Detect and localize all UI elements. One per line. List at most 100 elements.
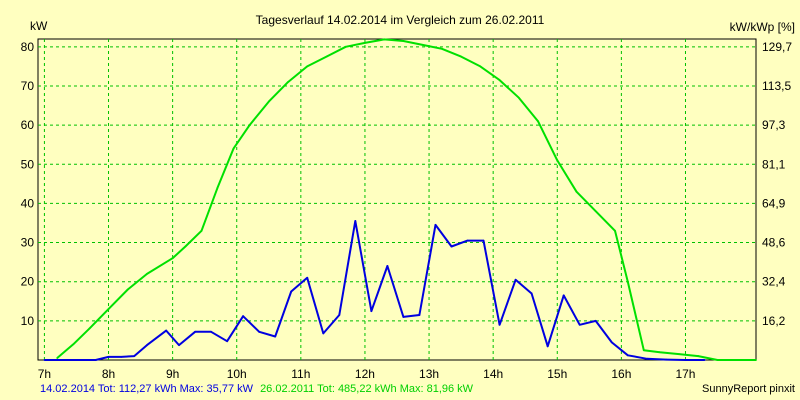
- data-point: [684, 359, 687, 361]
- data-point: [242, 315, 245, 318]
- data-point: [165, 329, 168, 332]
- data-point: [210, 330, 212, 333]
- data-point: [402, 316, 405, 318]
- data-point: [226, 340, 229, 343]
- data-point: [184, 245, 187, 248]
- data-point: [434, 224, 437, 226]
- y-tick-left: 70: [21, 79, 35, 93]
- data-point: [344, 45, 347, 48]
- y-tick-right: 129,7: [762, 40, 792, 54]
- series-layer: [43, 38, 757, 361]
- data-point: [107, 308, 110, 311]
- data-point: [120, 355, 123, 358]
- data-point: [194, 330, 196, 333]
- legend-green-series: 26.02.2011 Tot: 485,22 kWh Max: 81,96 kW: [260, 383, 474, 395]
- data-point: [267, 100, 270, 103]
- y-tick-left: 20: [21, 275, 35, 289]
- data-point: [43, 359, 46, 361]
- y-axis-label-left: kW: [30, 19, 48, 33]
- data-point: [594, 319, 597, 322]
- data-point: [364, 42, 366, 44]
- data-point: [216, 186, 219, 189]
- y-tick-left: 50: [21, 157, 35, 171]
- data-point: [354, 220, 357, 222]
- data-point: [171, 257, 174, 260]
- data-point: [537, 120, 539, 123]
- x-tick: 7h: [38, 367, 51, 381]
- data-point: [665, 358, 668, 361]
- x-tick: 15h: [547, 367, 567, 381]
- data-point: [290, 290, 293, 293]
- data-point: [306, 65, 309, 68]
- y-tick-left: 80: [21, 40, 35, 54]
- chart-title: Tagesverlauf 14.02.2014 im Vergleich zum…: [256, 13, 545, 27]
- data-point: [646, 357, 648, 360]
- x-ticks: 7h 8h 9h 10h 11h 12h 13h 14h 15h 16h 17h: [38, 367, 696, 381]
- data-point: [546, 345, 549, 348]
- y-tick-left: 60: [21, 118, 35, 132]
- data-point: [107, 355, 110, 358]
- x-tick: 17h: [675, 367, 695, 381]
- data-point: [178, 344, 180, 347]
- data-point: [56, 357, 59, 359]
- y-tick-right: 113,5: [762, 79, 791, 93]
- x-tick: 11h: [291, 367, 310, 381]
- x-tick: 14h: [483, 367, 503, 381]
- data-point: [575, 190, 578, 193]
- data-point: [642, 349, 645, 352]
- data-point: [133, 355, 136, 357]
- data-point: [614, 229, 616, 232]
- credit-text: SunnyReport pinxit: [702, 383, 795, 395]
- data-point: [498, 79, 501, 82]
- data-point: [146, 272, 148, 275]
- data-point: [450, 245, 453, 248]
- x-tick: 10h: [227, 367, 247, 381]
- data-point: [322, 332, 325, 335]
- data-point: [72, 343, 75, 346]
- data-point: [755, 359, 757, 361]
- x-tick: 9h: [166, 367, 179, 381]
- data-point: [697, 355, 700, 357]
- data-point: [383, 38, 386, 41]
- data-point: [258, 330, 261, 333]
- y-tick-left: 30: [21, 236, 35, 250]
- y-tick-left: 10: [21, 314, 35, 328]
- data-point: [418, 314, 421, 316]
- data-point: [482, 239, 485, 242]
- data-point: [514, 278, 517, 281]
- data-point: [248, 124, 251, 127]
- data-point: [562, 294, 565, 297]
- data-point: [716, 359, 719, 361]
- y-tick-left: 40: [21, 196, 35, 210]
- y-tick-right: 16,2: [762, 314, 786, 328]
- data-point: [556, 159, 559, 162]
- series-26-02-2011: [56, 38, 757, 361]
- data-point: [735, 359, 738, 361]
- plot-frame: [37, 38, 757, 361]
- data-point: [88, 327, 91, 330]
- data-point: [703, 359, 706, 361]
- series-14-02-2014: [43, 220, 706, 361]
- x-tick: 8h: [102, 367, 115, 381]
- data-point: [466, 239, 469, 242]
- y-tick-right: 81,1: [762, 157, 786, 171]
- data-point: [94, 359, 97, 361]
- data-point: [200, 229, 203, 232]
- data-point: [479, 65, 482, 68]
- y-tick-right: 48,6: [762, 236, 786, 250]
- data-point: [626, 280, 629, 283]
- data-point: [626, 354, 629, 357]
- data-point: [610, 341, 613, 344]
- data-point: [578, 323, 581, 326]
- data-point: [440, 47, 443, 50]
- data-point: [402, 40, 405, 42]
- y-axis-label-right: kW/kWp [%]: [730, 20, 795, 34]
- data-point: [370, 310, 373, 312]
- data-point: [274, 335, 277, 338]
- data-point: [386, 265, 389, 267]
- data-point: [498, 323, 501, 326]
- y-ticks-right: 16,2 32,4 48,6 64,9 81,1 97,3 113,5 129,7: [762, 40, 792, 328]
- data-point: [460, 55, 463, 58]
